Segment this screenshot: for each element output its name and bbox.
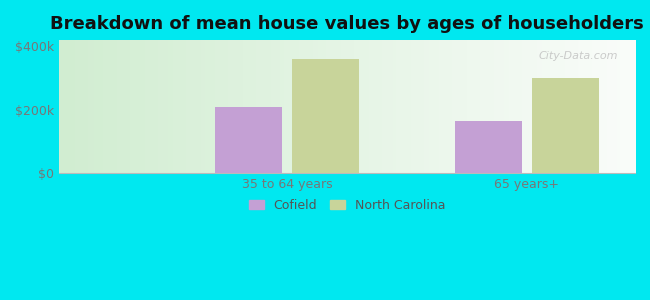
Bar [215,107,282,173]
Title: Breakdown of mean house values by ages of householders: Breakdown of mean house values by ages o… [50,15,644,33]
Text: City-Data.com: City-Data.com [538,51,617,61]
Bar [292,59,359,173]
Bar [455,121,522,173]
Legend: Cofield, North Carolina: Cofield, North Carolina [242,192,452,218]
Bar [532,78,599,173]
